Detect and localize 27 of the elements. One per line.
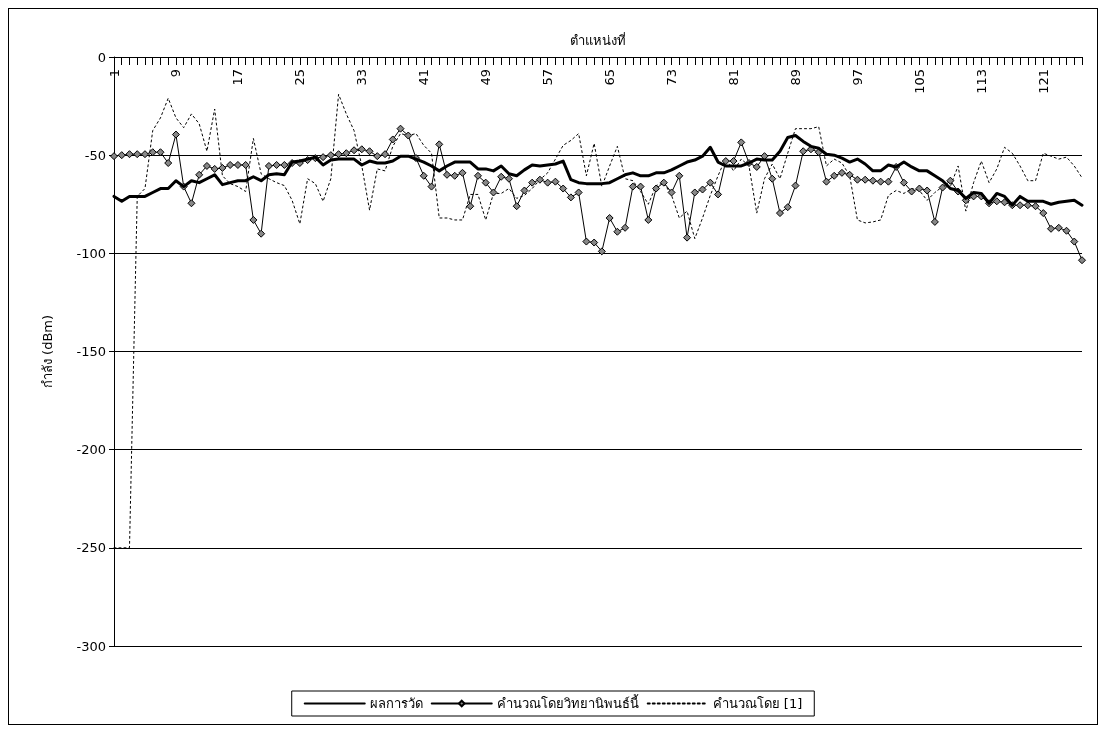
legend-label: คำนวณโดย [1] — [712, 696, 803, 711]
x-tick-label: 81 — [726, 69, 742, 86]
y-tick-label: -250 — [76, 540, 106, 556]
x-tick-label: 65 — [602, 69, 618, 86]
x-tick-label: 97 — [849, 69, 865, 86]
x-tick-label: 113 — [973, 69, 989, 94]
x-tick-label: 33 — [354, 69, 370, 86]
x-tick-label: 9 — [168, 69, 184, 78]
y-tick-label: -300 — [76, 638, 106, 654]
x-tick-label: 49 — [478, 69, 494, 86]
x-tick-label: 73 — [664, 69, 680, 86]
x-tick-label: 41 — [416, 69, 432, 86]
y-tick-label: -200 — [76, 442, 106, 458]
y-tick-label: -50 — [84, 147, 106, 163]
x-axis-title: ตำแหน่งที่ — [570, 32, 626, 48]
x-tick-label: 25 — [292, 69, 308, 86]
legend-label: ผลการวัด — [369, 696, 423, 711]
y-tick-label: -150 — [76, 344, 106, 359]
y-tick-label: -100 — [76, 245, 106, 261]
x-tick-label: 121 — [1035, 69, 1051, 94]
x-tick-label: 57 — [540, 69, 556, 86]
x-tick-label: 105 — [911, 69, 927, 94]
x-tick-label: 89 — [787, 69, 803, 86]
y-tick-label: 0 — [97, 49, 106, 65]
x-tick-label: 17 — [230, 69, 246, 86]
legend-label: คำนวณโดยวิทยานิพนธ์นี้ — [496, 694, 639, 711]
y-axis-title: กำลัง (dBm) — [40, 314, 55, 389]
